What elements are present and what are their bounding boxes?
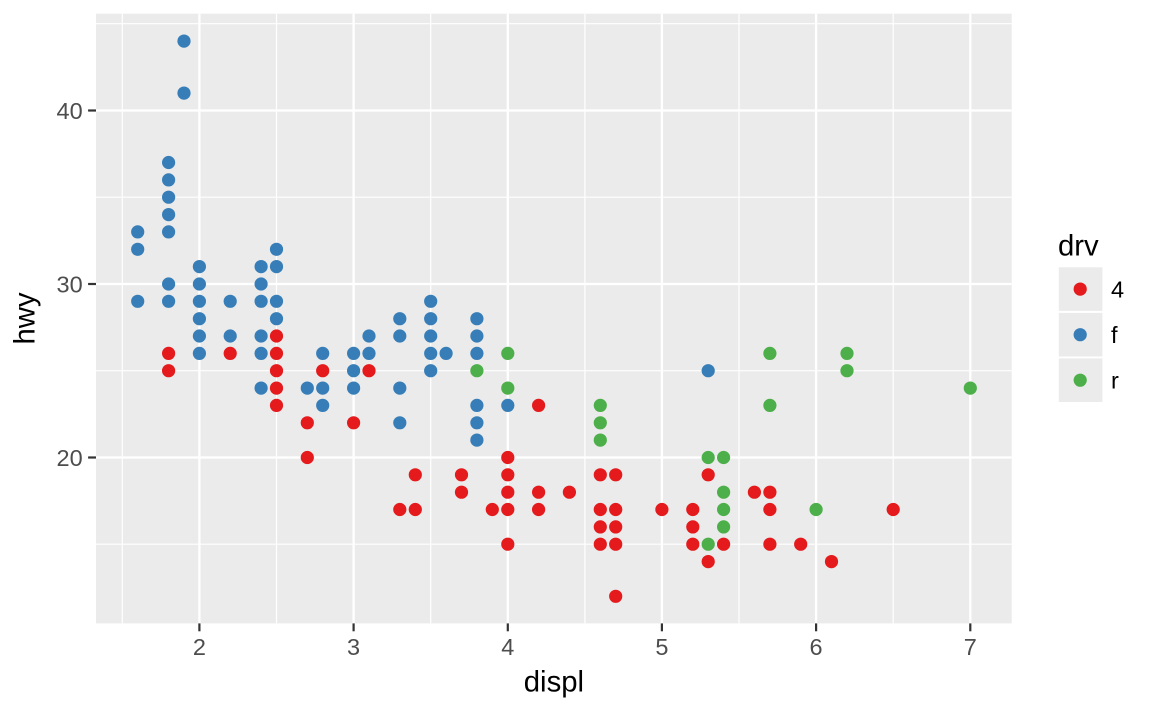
svg-text:4: 4	[1111, 277, 1124, 303]
svg-text:f: f	[1111, 322, 1118, 348]
svg-text:drv: drv	[1058, 230, 1099, 263]
svg-text:displ: displ	[524, 666, 584, 699]
svg-text:hwy: hwy	[9, 292, 42, 344]
svg-text:5: 5	[655, 634, 668, 660]
svg-text:40: 40	[57, 98, 83, 124]
svg-text:6: 6	[810, 634, 823, 660]
svg-text:r: r	[1111, 368, 1119, 394]
svg-text:7: 7	[964, 634, 977, 660]
svg-text:2: 2	[193, 634, 206, 660]
svg-text:4: 4	[501, 634, 514, 660]
svg-text:20: 20	[57, 445, 83, 471]
svg-text:3: 3	[347, 634, 360, 660]
svg-text:30: 30	[57, 271, 83, 297]
